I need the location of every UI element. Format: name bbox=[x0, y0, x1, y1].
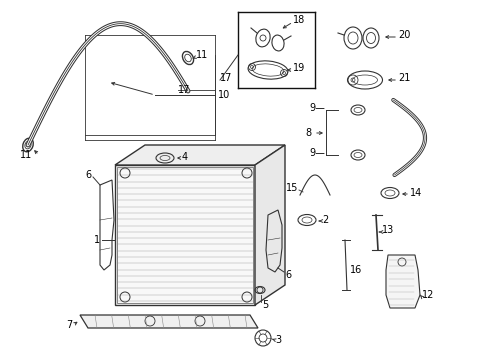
Text: 7: 7 bbox=[65, 320, 72, 330]
Text: 14: 14 bbox=[409, 188, 421, 198]
Text: 17: 17 bbox=[178, 85, 190, 95]
Text: 2: 2 bbox=[321, 215, 327, 225]
Polygon shape bbox=[80, 315, 258, 328]
Text: 6: 6 bbox=[86, 170, 92, 180]
Text: 3: 3 bbox=[274, 335, 281, 345]
Polygon shape bbox=[254, 145, 285, 305]
Text: 8: 8 bbox=[305, 128, 311, 138]
Text: 5: 5 bbox=[262, 300, 268, 310]
Text: 9—: 9— bbox=[308, 148, 325, 158]
Text: 13: 13 bbox=[381, 225, 393, 235]
Text: 10: 10 bbox=[218, 90, 230, 100]
Text: 9—: 9— bbox=[308, 103, 325, 113]
Text: 16: 16 bbox=[349, 265, 362, 275]
Text: 11: 11 bbox=[196, 50, 208, 60]
Text: 4: 4 bbox=[182, 152, 188, 162]
Text: 12: 12 bbox=[421, 290, 433, 300]
Text: 15: 15 bbox=[285, 183, 297, 193]
Polygon shape bbox=[115, 145, 285, 165]
Text: 17: 17 bbox=[220, 73, 232, 83]
Text: 18: 18 bbox=[292, 15, 305, 25]
Text: 21: 21 bbox=[397, 73, 409, 83]
Text: 20: 20 bbox=[397, 30, 409, 40]
Text: 6: 6 bbox=[285, 270, 290, 280]
Text: 11: 11 bbox=[20, 150, 32, 160]
Text: 1: 1 bbox=[94, 235, 100, 245]
Polygon shape bbox=[385, 255, 419, 308]
Text: 19: 19 bbox=[292, 63, 305, 73]
Polygon shape bbox=[115, 165, 254, 305]
